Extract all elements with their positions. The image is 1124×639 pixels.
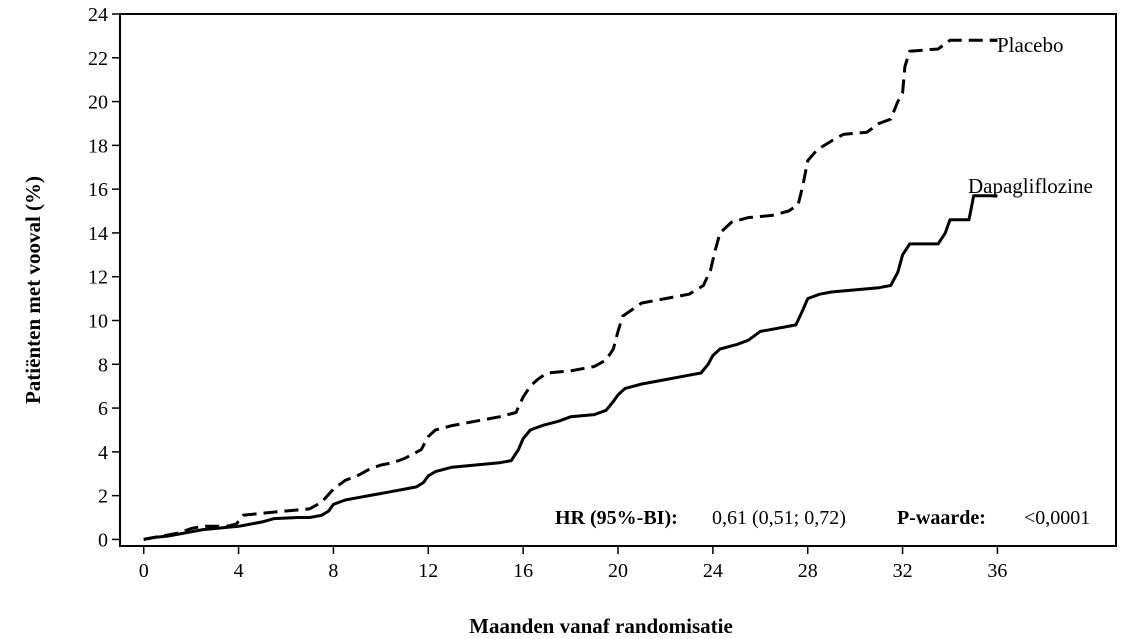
p-value: <0,0001 — [1024, 507, 1090, 529]
y-axis-label: Patiënten met vooval (%) — [21, 176, 45, 404]
y-tick-label-4: 4 — [98, 442, 108, 464]
legend-dapagliflozine: Dapagliflozine — [968, 174, 1093, 198]
x-tick-label-32: 32 — [893, 560, 913, 582]
y-tick-label-0: 0 — [98, 529, 108, 551]
x-tick-label-16: 16 — [513, 560, 533, 582]
y-tick-label-2: 2 — [98, 486, 108, 508]
series-line-dapagliflozine — [143, 194, 998, 541]
x-tick-label-20: 20 — [608, 560, 628, 582]
y-tick-label-6: 6 — [98, 398, 108, 420]
y-tick-label-14: 14 — [88, 223, 108, 245]
x-tick-label-28: 28 — [798, 560, 818, 582]
series-line-placebo — [143, 38, 998, 541]
y-tick-label-8: 8 — [98, 354, 108, 376]
x-tick-label-24: 24 — [703, 560, 723, 582]
y-tick-label-22: 22 — [88, 48, 108, 70]
legend-placebo: Placebo — [997, 33, 1063, 57]
x-tick-label-4: 4 — [234, 560, 244, 582]
p-label: P-waarde: — [897, 507, 986, 529]
y-tick-label-10: 10 — [88, 311, 108, 333]
hr-label: HR (95%-BI): — [555, 507, 678, 529]
hr-annotation: HR (95%-BI): 0,61 (0,51; 0,72) P-waarde:… — [555, 507, 1090, 529]
y-tick-label-18: 18 — [88, 135, 108, 157]
x-axis-label: Maanden vanaf randomisatie — [469, 614, 733, 638]
x-tick-label-0: 0 — [139, 560, 149, 582]
y-tick-label-24: 24 — [88, 4, 108, 26]
y-tick-label-20: 20 — [88, 92, 108, 114]
x-tick-label-12: 12 — [418, 560, 438, 582]
y-tick-label-12: 12 — [88, 267, 108, 289]
hr-value: 0,61 (0,51; 0,72) — [712, 507, 846, 529]
plot-frame — [119, 13, 1117, 547]
x-tick-label-36: 36 — [987, 560, 1007, 582]
y-tick-label-16: 16 — [88, 179, 108, 201]
x-tick-label-8: 8 — [328, 560, 338, 582]
